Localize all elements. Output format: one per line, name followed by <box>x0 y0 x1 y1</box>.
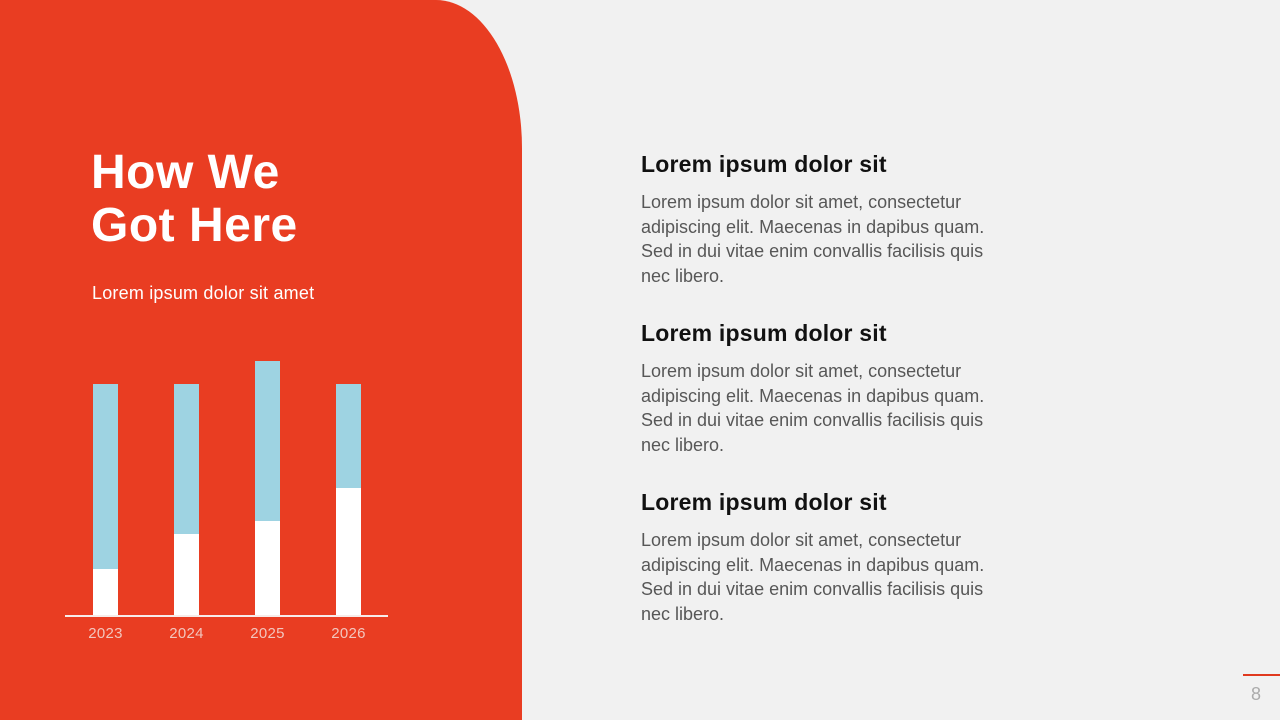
bar-segment-top <box>255 361 280 522</box>
bar-segment-bottom <box>336 488 361 615</box>
bar-2023 <box>93 383 118 615</box>
x-axis-line <box>65 615 388 617</box>
bar-segment-bottom <box>174 533 199 615</box>
bar-2026 <box>336 383 361 615</box>
bar-segment-bottom <box>93 569 118 615</box>
bar-segment-bottom <box>255 521 280 615</box>
slide-title-line-2: Got Here <box>91 199 298 252</box>
section-heading: Lorem ipsum dolor sit <box>641 489 887 515</box>
section-heading: Lorem ipsum dolor sit <box>641 151 887 177</box>
slide-title: How We Got Here <box>91 146 298 252</box>
slide-title-line-1: How We <box>91 146 280 199</box>
x-tick-label: 2024 <box>169 625 204 642</box>
section-body: Lorem ipsum dolor sit amet, consectetur … <box>641 192 985 286</box>
left-panel: How We Got Here Lorem ipsum dolor sit am… <box>0 0 522 720</box>
bar-segment-top <box>93 383 118 570</box>
right-content: Lorem ipsum dolor sit Lorem ipsum dolor … <box>641 150 1021 657</box>
text-section-2: Lorem ipsum dolor sit Lorem ipsum dolor … <box>641 319 1021 457</box>
footer-accent-line <box>1243 674 1280 676</box>
bar-2024 <box>174 383 199 615</box>
section-body: Lorem ipsum dolor sit amet, consectetur … <box>641 530 985 624</box>
x-tick-label: 2023 <box>88 625 123 642</box>
x-tick-label: 2026 <box>331 625 366 642</box>
bar-segment-top <box>174 383 199 534</box>
text-section-3: Lorem ipsum dolor sit Lorem ipsum dolor … <box>641 488 1021 626</box>
section-body: Lorem ipsum dolor sit amet, consectetur … <box>641 361 985 455</box>
bar-segment-top <box>336 383 361 488</box>
slide-subtitle: Lorem ipsum dolor sit amet <box>92 283 315 303</box>
x-tick-label: 2025 <box>250 625 285 642</box>
text-section-1: Lorem ipsum dolor sit Lorem ipsum dolor … <box>641 150 1021 288</box>
page-number: 8 <box>1250 684 1261 704</box>
section-heading: Lorem ipsum dolor sit <box>641 320 887 346</box>
bar-2025 <box>255 361 280 615</box>
bar-chart: 2023 2024 2025 2026 <box>65 355 388 655</box>
